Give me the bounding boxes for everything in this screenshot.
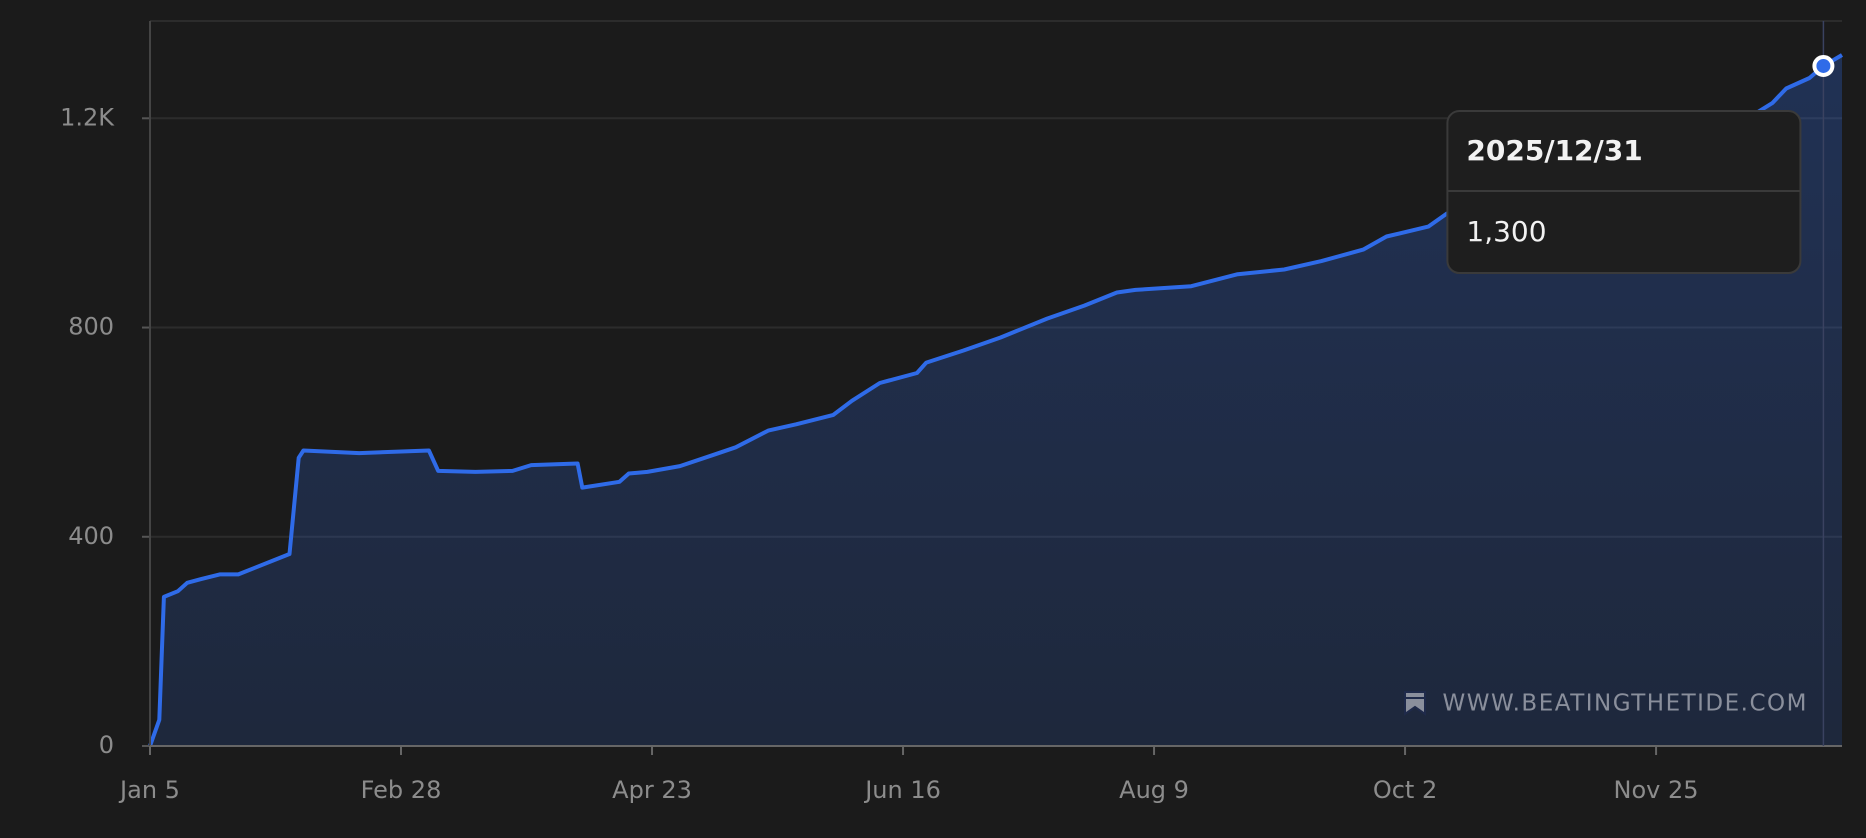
x-tick-label: Jan 5 [118,776,180,804]
y-tick-label: 1.2K [60,103,115,131]
x-tick-label: Nov 25 [1614,776,1699,804]
tooltip-value: 1,300 [1466,215,1546,248]
tooltip-group: 2025/12/31 1,300 [1446,21,1835,746]
y-tick-label: 400 [68,522,114,550]
axes: 0 400 800 1.2K Jan 5 Feb 28 Apr 23 Jun 16 Aug 9 O… [60,21,1842,804]
x-tick-label: Feb 28 [361,776,442,804]
tooltip-date: 2025/12/31 [1466,134,1642,167]
x-tick-label: Oct 2 [1373,776,1437,804]
watermark: WWW.BEATINGTHETIDE.COM [1443,691,1808,717]
line [148,53,1844,747]
x-tick-label: Aug 9 [1119,776,1189,804]
highlight-dot [1812,54,1835,77]
y-tick-label: 0 [99,731,114,759]
watermark-group: WWW.BEATINGTHETIDE.COM [1404,691,1808,717]
watermark-icon [1404,691,1426,716]
area [150,55,1842,746]
x-tick-label: Apr 23 [612,776,692,804]
y-tick-label: 800 [68,313,114,341]
plot [148,53,1844,747]
x-tick-label: Jun 16 [863,776,941,804]
